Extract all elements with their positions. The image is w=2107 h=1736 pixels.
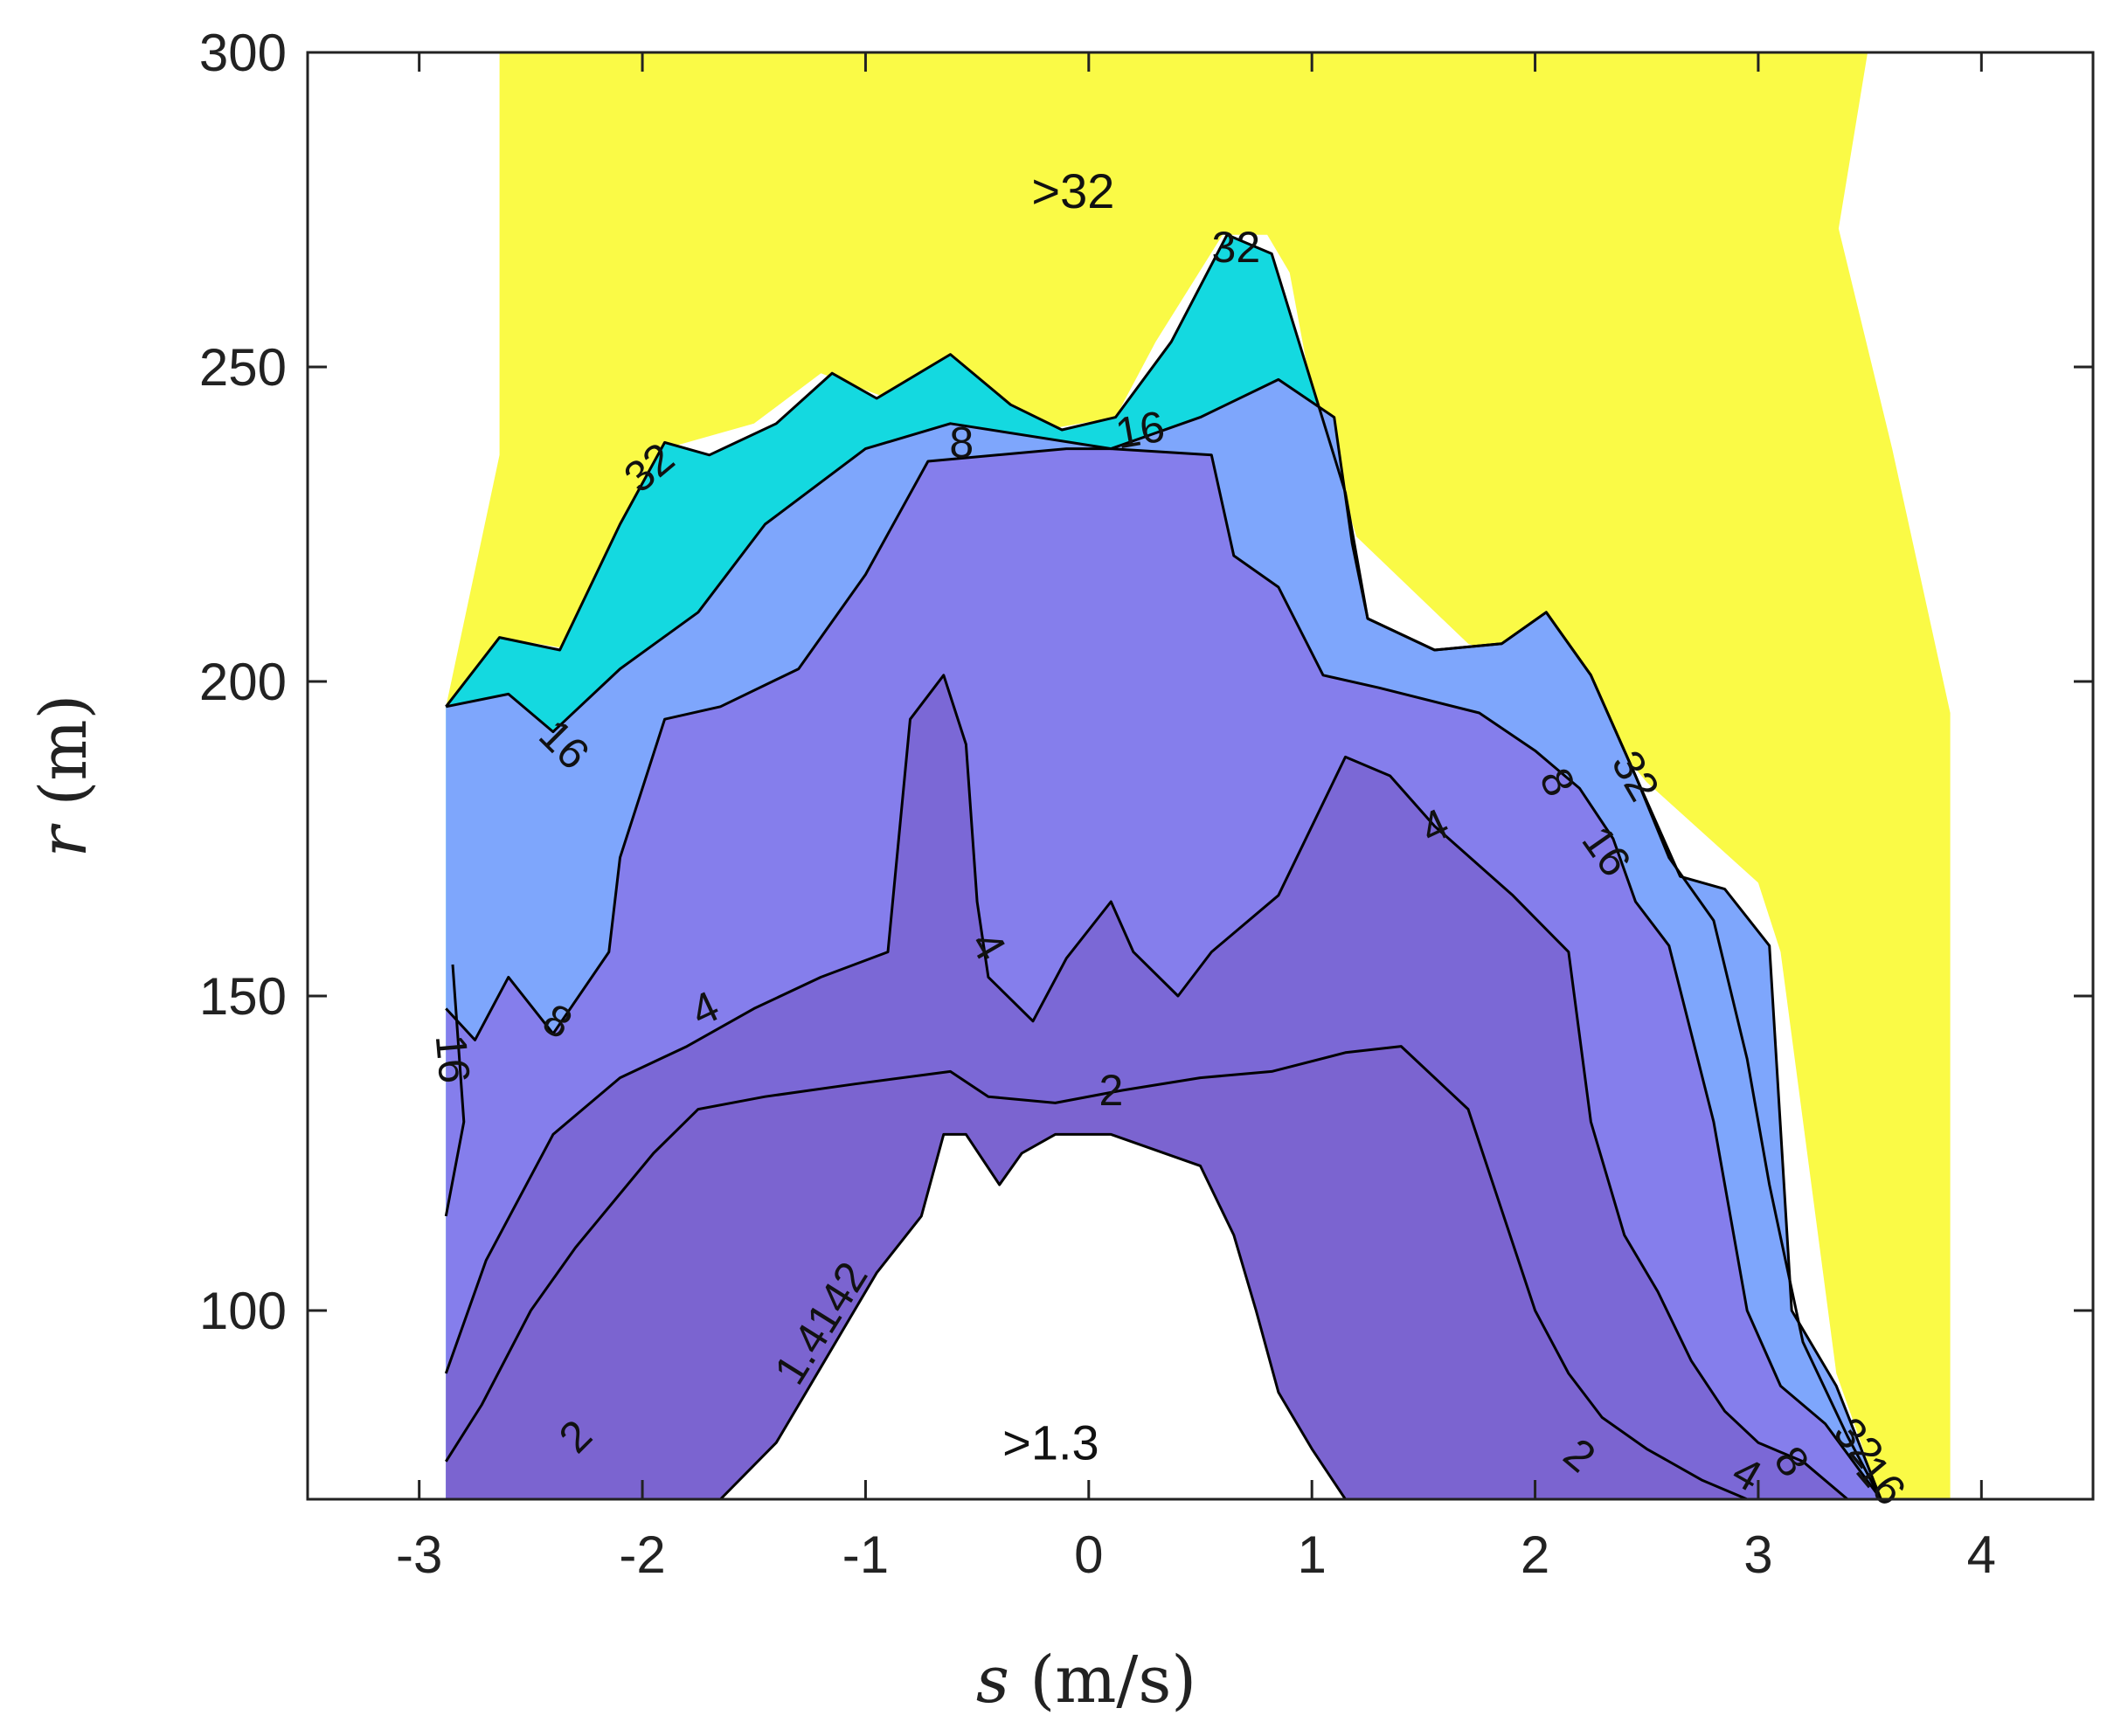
plot-frame bbox=[306, 51, 2095, 1501]
x-tick-label: -3 bbox=[396, 1525, 442, 1584]
y-axis-title: r (m) bbox=[26, 695, 101, 858]
x-tick-label: -1 bbox=[842, 1525, 889, 1584]
contour-line-2 bbox=[445, 1045, 1748, 1499]
y-tick-label: 100 bbox=[199, 1282, 287, 1340]
y-axis-unit: (m) bbox=[26, 695, 101, 806]
contour-line-8 bbox=[445, 447, 1882, 1499]
contour-label: 16 bbox=[426, 1033, 480, 1085]
y-tick-label: 150 bbox=[199, 967, 287, 1026]
x-tick-label: -2 bbox=[619, 1525, 665, 1584]
contour-line-16 bbox=[444, 964, 466, 1217]
region-label: >1.3 bbox=[1002, 1415, 1099, 1470]
contour-label: 8 bbox=[949, 418, 974, 467]
x-tick-label: 0 bbox=[1074, 1525, 1103, 1584]
y-tick-label: 300 bbox=[199, 24, 287, 82]
contour-line-4 bbox=[444, 674, 1849, 1499]
x-axis-variable: s bbox=[976, 1643, 1009, 1718]
contour-label: 2 bbox=[1099, 1066, 1123, 1115]
contour-lines bbox=[444, 233, 1882, 1499]
contour-label: 16 bbox=[1112, 402, 1168, 459]
x-tick-label: 3 bbox=[1743, 1525, 1772, 1584]
contour-line-1-4142 bbox=[719, 1132, 1347, 1499]
x-tick-label: 4 bbox=[1967, 1525, 1996, 1584]
x-tick-label: 1 bbox=[1298, 1525, 1327, 1584]
contour-label: 32 bbox=[1212, 223, 1261, 272]
contour-line-32 bbox=[445, 233, 1882, 1499]
y-tick-label: 200 bbox=[199, 653, 287, 711]
y-axis-ticks: 100 150 200 250 300 bbox=[199, 24, 2093, 1340]
y-axis-variable: r bbox=[26, 822, 101, 857]
contour-line-16 bbox=[446, 377, 1882, 1499]
x-axis-ticks: -3 -2 -1 0 1 2 3 4 bbox=[396, 52, 1996, 1584]
x-tick-label: 2 bbox=[1521, 1525, 1549, 1584]
x-axis-title: s (m/s) bbox=[976, 1643, 1196, 1718]
region-labels: >32 >1.3 bbox=[1002, 163, 1114, 1470]
x-axis-unit: (m/s) bbox=[1029, 1643, 1196, 1718]
contour-region-low bbox=[720, 1134, 1346, 1499]
contour-region-gt32 bbox=[446, 52, 1951, 1499]
filled-contour-regions bbox=[446, 52, 1951, 1499]
region-label: >32 bbox=[1031, 163, 1114, 218]
y-tick-label: 250 bbox=[199, 338, 287, 397]
